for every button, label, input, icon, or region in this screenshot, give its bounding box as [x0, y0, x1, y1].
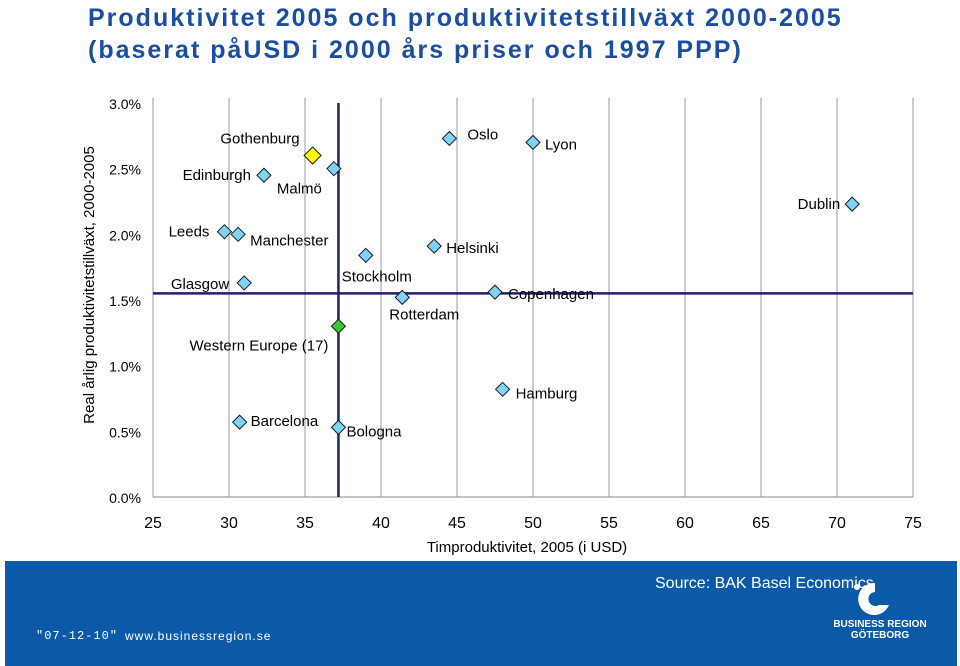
x-axis-title: Timproduktivitet, 2005 (i USD) [427, 539, 627, 556]
data-point-marker [494, 381, 511, 398]
data-point-marker [303, 146, 322, 165]
data-point-label: Manchester [250, 232, 328, 249]
data-point-label: Glasgow [171, 276, 230, 293]
y-tick-label: 2.0% [109, 227, 141, 243]
y-tick-label: 0.5% [109, 424, 141, 440]
data-point-marker [525, 134, 541, 151]
data-point-marker [358, 247, 374, 264]
x-tick-label: 50 [524, 515, 542, 532]
data-point-label: Malmö [277, 181, 322, 198]
data-point-label: Rotterdam [389, 306, 459, 323]
data-point-marker [236, 275, 252, 291]
data-point-marker [216, 223, 233, 240]
x-tick-label: 25 [144, 515, 162, 532]
data-point-label: Helsinki [446, 240, 499, 257]
x-tick-label: 40 [372, 515, 390, 532]
data-point-marker [441, 130, 458, 147]
business-region-logo-icon [854, 582, 889, 615]
x-tick-label: 30 [220, 515, 238, 532]
logo-line-1: BUSINESS REGION [833, 619, 927, 630]
data-point-marker [230, 226, 246, 243]
data-point-label: Western Europe (17) [189, 337, 328, 354]
y-tick-label: 1.5% [109, 293, 141, 309]
data-point-marker [844, 196, 860, 212]
data-point-marker [256, 167, 272, 183]
data-point-label: Gothenburg [220, 131, 299, 148]
source-note: Source: BAK Basel Economics [655, 575, 874, 592]
data-point-label: Hamburg [516, 385, 578, 402]
data-point-marker [487, 284, 503, 300]
data-point-label: Barcelona [251, 413, 319, 430]
data-point-marker [426, 238, 442, 254]
x-tick-label: 35 [296, 515, 314, 532]
data-point-label: Oslo [467, 126, 498, 143]
footer-band: Source: BAK Basel Economics "07-12-10" w… [5, 561, 957, 666]
data-point-label: Edinburgh [183, 167, 251, 184]
website-link[interactable]: www.businessregion.se [125, 629, 272, 643]
y-tick-label: 3.0% [109, 96, 141, 112]
scatter-chart: 0.0% 0.5% 1.0% 1.5% 2.0% 2.5% 3.0% 25 30 35 40 45 50… [81, 96, 922, 556]
data-point-label: Stockholm [342, 268, 412, 285]
y-tick-label: 2.5% [109, 162, 141, 178]
x-tick-label: 60 [676, 515, 694, 532]
x-tick-label: 55 [600, 515, 618, 532]
x-tick-label: 65 [752, 515, 770, 532]
slide-title: Produktivitet 2005 och produktivitetstil… [88, 2, 948, 66]
data-point-marker [231, 414, 248, 430]
slide-title-line-2: (baserat påUSD i 2000 års priser och 199… [88, 36, 743, 64]
data-point-marker [330, 318, 347, 334]
data-points: Gothenburg Edinburgh Malmö Leeds Manchester G… [169, 126, 860, 440]
y-axis-title: Real årlig produktivitetstillväxt, 2000-… [81, 146, 98, 424]
slide-title-line-1: Produktivitet 2005 och produktivitetstil… [88, 4, 843, 32]
data-point-marker [330, 419, 347, 436]
axis-ticks: 0.0% 0.5% 1.0% 1.5% 2.0% 2.5% 3.0% 25 30 35 40 45 50… [109, 96, 922, 532]
vertical-gridlines [152, 98, 914, 497]
logo-line-2: GÖTEBORG [850, 630, 910, 641]
x-tick-label: 45 [448, 515, 466, 532]
data-point-label: Lyon [545, 136, 577, 153]
data-point-marker [394, 289, 410, 306]
y-tick-label: 0.0% [109, 490, 141, 506]
data-point-label: Copenhagen [508, 286, 594, 303]
data-point-label: Bologna [346, 423, 402, 440]
business-region-logo-text: BUSINESS REGION GÖTEBORG [825, 619, 935, 641]
data-point-marker [326, 160, 342, 177]
data-point-label: Dublin [798, 196, 841, 213]
x-tick-label: 70 [828, 515, 846, 532]
data-point-label: Leeds [169, 224, 210, 241]
x-tick-label: 75 [904, 515, 922, 532]
y-tick-label: 1.0% [109, 359, 141, 375]
date-stamp: "07-12-10" [36, 629, 119, 643]
